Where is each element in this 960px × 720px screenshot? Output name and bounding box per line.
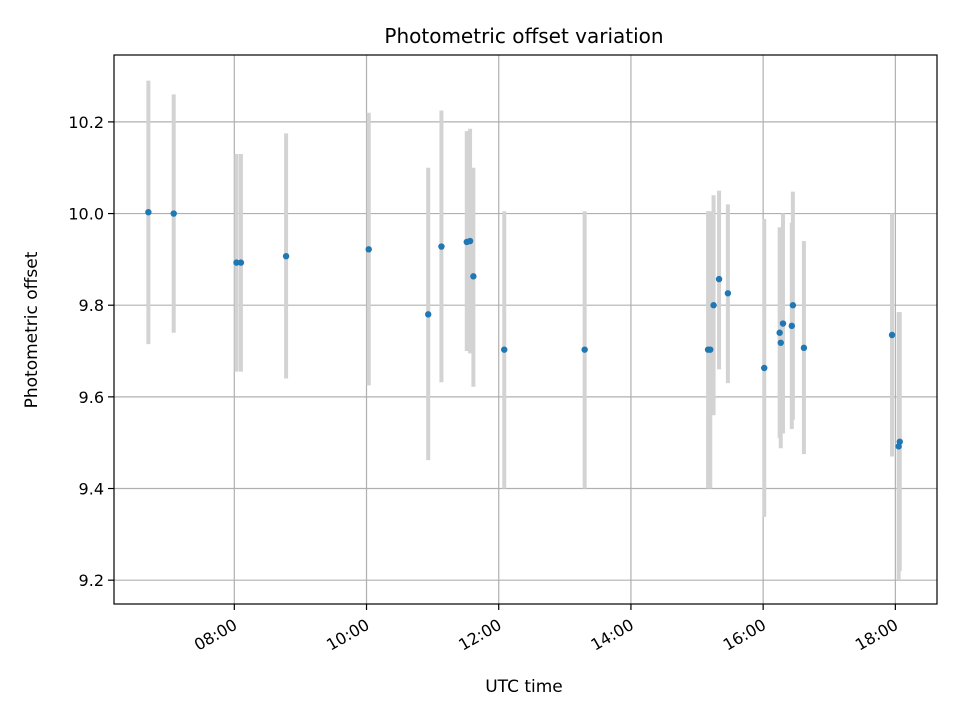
y-axis-label: Photometric offset — [22, 251, 42, 408]
data-point — [170, 210, 177, 217]
y-tick-label: 9.8 — [79, 296, 104, 315]
data-point — [788, 322, 795, 330]
data-point — [237, 259, 245, 266]
data-point — [715, 275, 723, 283]
data-point — [761, 364, 768, 372]
data-point — [779, 320, 787, 327]
data-point — [777, 339, 784, 346]
data-point — [282, 252, 290, 260]
data-point — [888, 331, 896, 339]
plot-frame — [113, 54, 938, 605]
data-point — [707, 346, 714, 353]
data-point — [145, 208, 152, 216]
y-tick-label: 9.6 — [79, 388, 104, 407]
data-point — [581, 346, 588, 353]
chart-title: Photometric offset variation — [384, 24, 663, 48]
data-point — [466, 237, 474, 245]
y-tick-label: 9.4 — [79, 480, 104, 499]
data-point — [470, 273, 477, 280]
data-point — [438, 243, 445, 250]
data-point — [425, 311, 432, 318]
data-point — [233, 259, 240, 266]
data-point — [896, 438, 903, 445]
data-point — [724, 290, 732, 297]
y-tick-label: 9.2 — [79, 571, 104, 590]
data-point — [776, 329, 783, 336]
x-axis-label: UTC time — [485, 677, 563, 697]
data-points — [145, 208, 903, 450]
data-point — [710, 302, 717, 309]
y-tick-label: 10.2 — [68, 113, 104, 132]
y-tick-label: 10.0 — [68, 205, 104, 224]
data-point — [789, 302, 797, 309]
data-point — [501, 346, 508, 353]
data-point — [800, 344, 808, 352]
data-point — [365, 246, 372, 253]
